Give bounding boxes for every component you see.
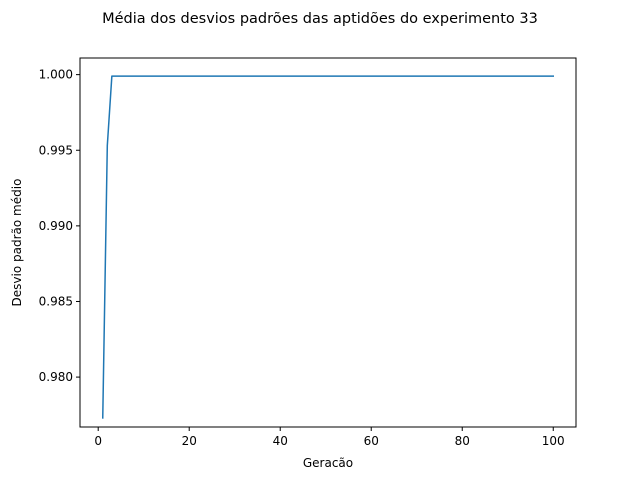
x-tick-label: 60: [364, 434, 379, 448]
x-axis: 0 20 40 60 80 100: [94, 427, 565, 448]
x-tick-label: 0: [94, 434, 102, 448]
y-axis-label: Desvio padrão médio: [10, 179, 24, 307]
axes-frame: [79, 57, 577, 428]
y-tick-label: 0.985: [39, 294, 73, 308]
y-tick-label: 0.995: [39, 143, 73, 157]
y-tick-label: 1.000: [39, 68, 73, 82]
y-tick-label: 0.980: [39, 370, 73, 384]
x-tick-label: 100: [542, 434, 565, 448]
series-line: [101, 75, 554, 419]
chart-title: Média dos desvios padrões das aptidões d…: [102, 11, 538, 27]
y-axis: 0.980 0.985 0.990 0.995 1.000: [39, 68, 80, 384]
plot-area: [101, 75, 554, 419]
x-tick-label: 20: [182, 434, 197, 448]
y-tick-label: 0.990: [39, 219, 73, 233]
x-axis-label: Geracão: [303, 456, 353, 470]
x-tick-label: 40: [273, 434, 288, 448]
x-tick-label: 80: [455, 434, 470, 448]
